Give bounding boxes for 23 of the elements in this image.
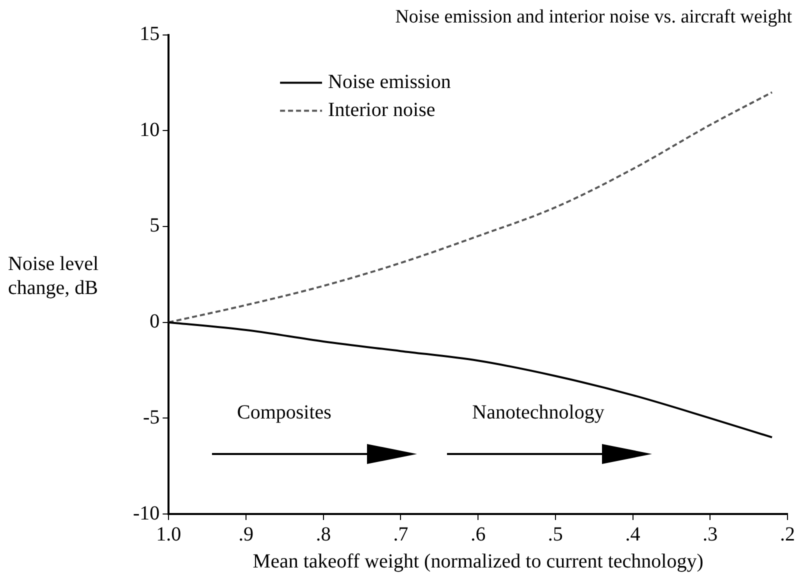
- x-tick-label: .5: [548, 523, 563, 546]
- annotation: Nanotechnology: [472, 402, 604, 424]
- y-axis-title: Noise level change, dB: [8, 253, 99, 300]
- y-tick-label: 0: [150, 310, 160, 333]
- x-tick-label: 1.0: [156, 523, 182, 546]
- legend-label: Noise emission: [328, 70, 451, 93]
- x-tick-label: .9: [238, 523, 254, 546]
- x-tick-label: .7: [393, 523, 408, 546]
- y-tick-label: -10: [132, 502, 160, 524]
- x-tick-label: .4: [625, 523, 640, 546]
- y-tick-label: 10: [140, 118, 160, 141]
- x-tick-label: .6: [470, 523, 486, 546]
- y-tick-label: 5: [150, 214, 160, 237]
- legend-label: Interior noise: [328, 98, 436, 121]
- annotation: Composites: [236, 402, 332, 424]
- x-tick-label: .8: [316, 523, 331, 546]
- x-tick-label: .2: [780, 523, 795, 546]
- x-tick-label: .3: [702, 523, 718, 546]
- y-tick-label: -5: [142, 406, 160, 428]
- line-series: [168, 91, 774, 324]
- x-axis-title: Mean takeoff weight (normalized to current technology): [252, 550, 704, 572]
- chart-title: Noise emission and interior noise vs. aircraft weight: [395, 6, 793, 28]
- y-tick-label: 15: [140, 23, 160, 46]
